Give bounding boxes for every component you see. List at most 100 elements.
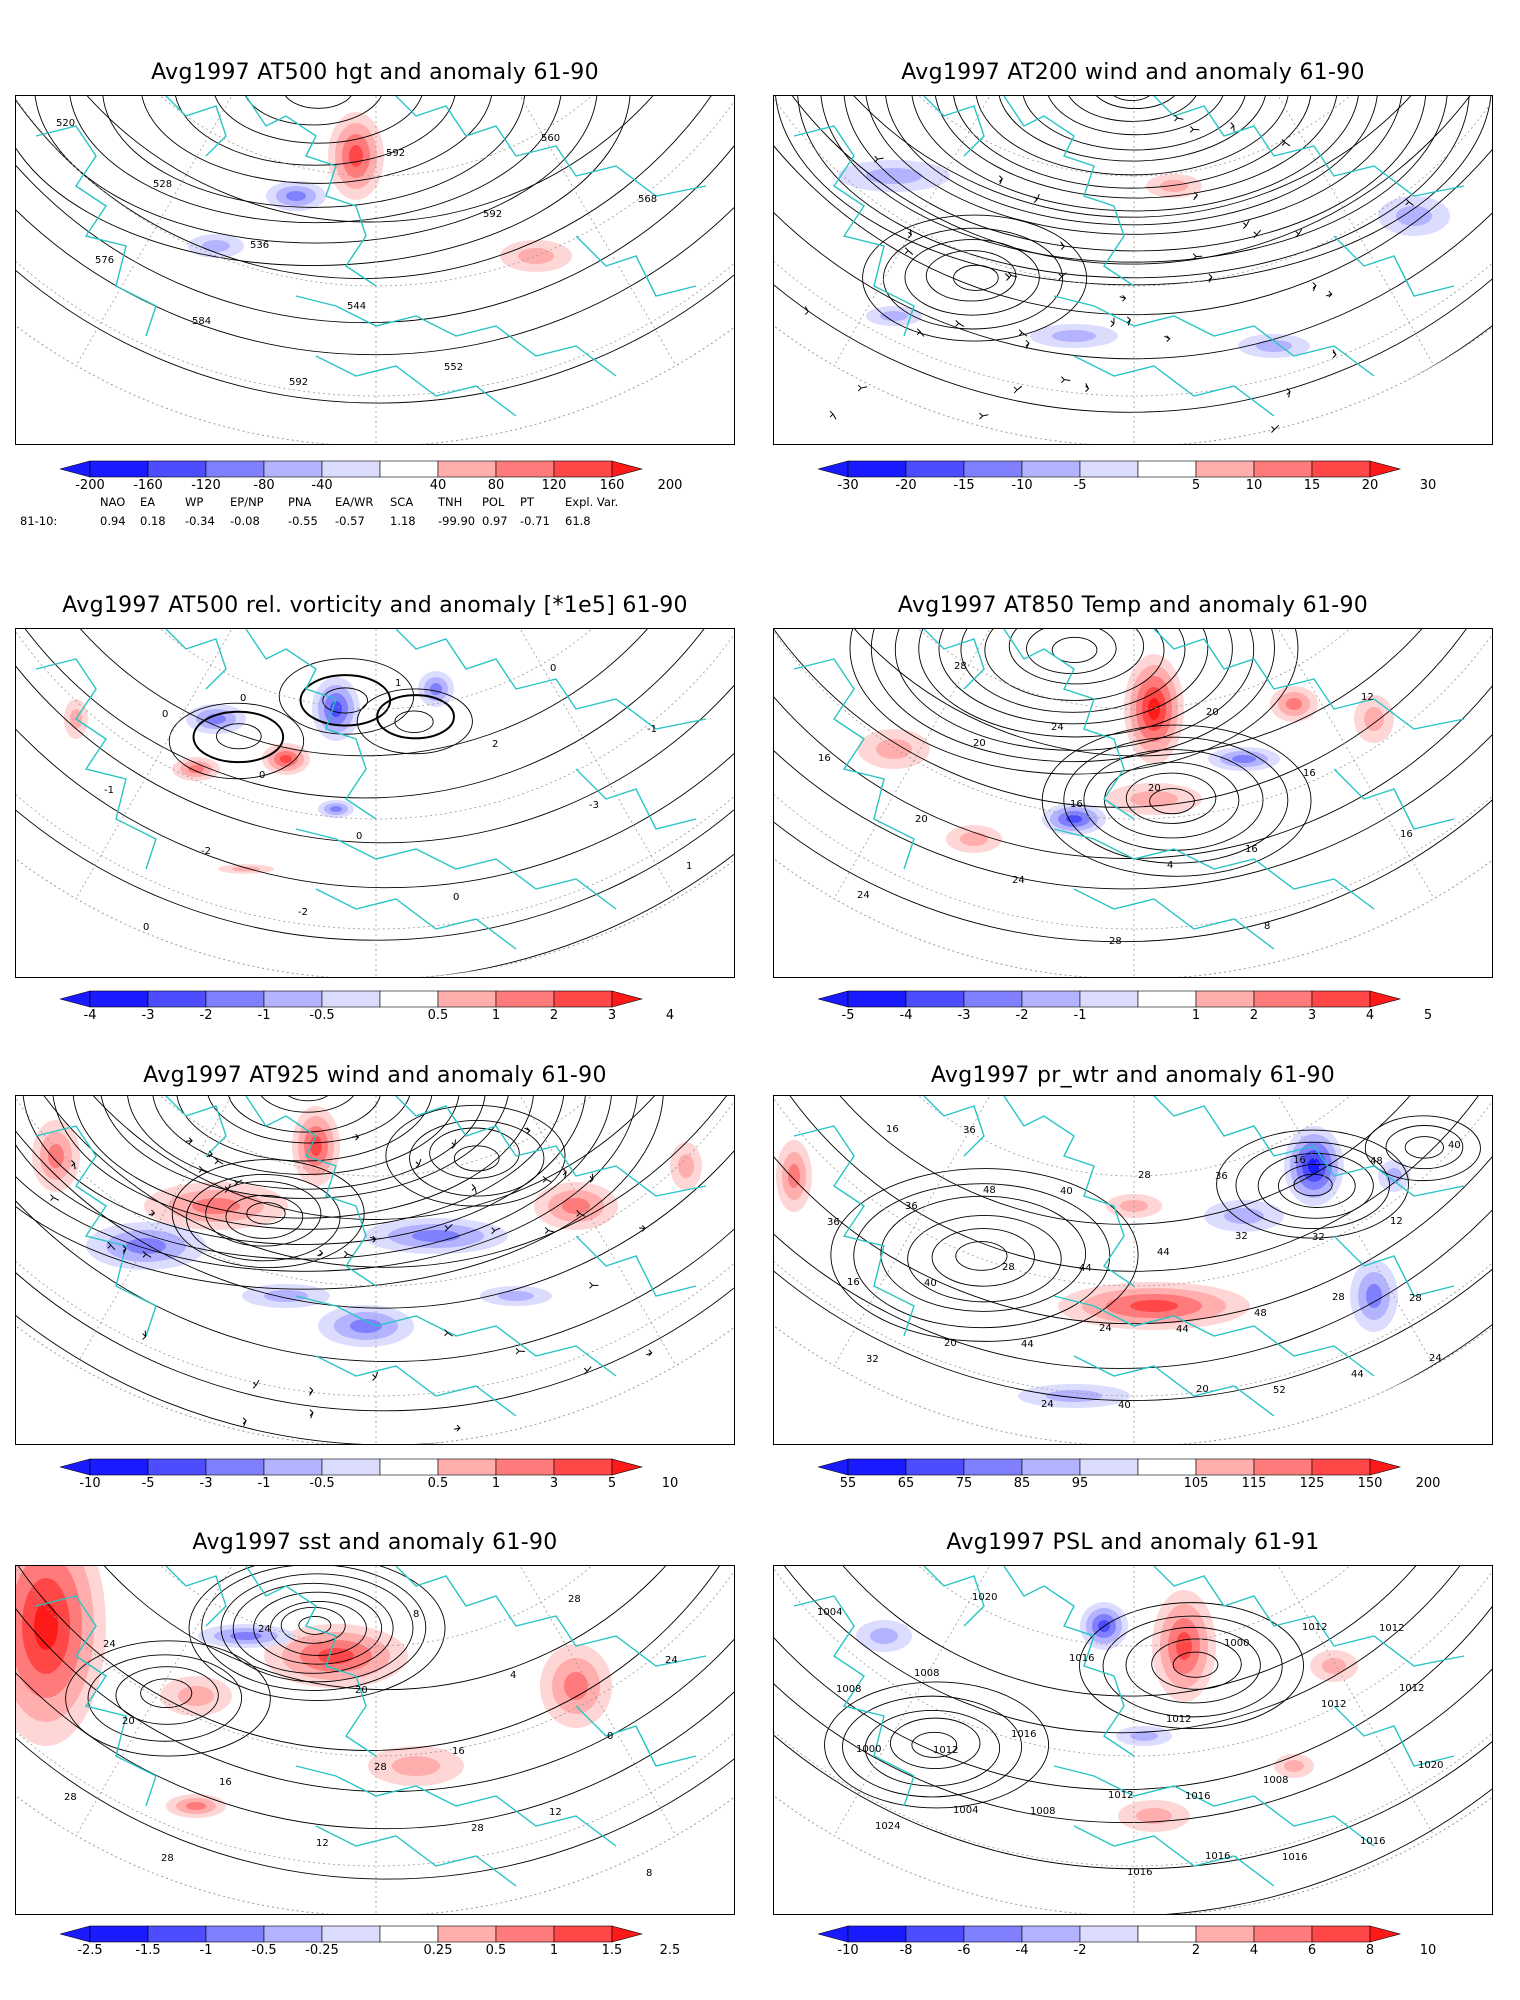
coastline bbox=[35, 96, 707, 417]
contour-line bbox=[212, 96, 425, 144]
contour-line bbox=[774, 629, 1492, 890]
colorbar-swatch bbox=[847, 1458, 907, 1476]
anomaly-shade bbox=[286, 191, 306, 201]
teleconnection-header: PNA bbox=[288, 495, 312, 509]
contour-line bbox=[173, 96, 457, 166]
contour-label: 40 bbox=[1060, 1186, 1073, 1197]
p2-colorbar: -30 -20 -15 -10 -5 5 10 15 20 30 bbox=[816, 460, 1458, 500]
wind-arrow bbox=[1281, 139, 1291, 147]
contour-line bbox=[16, 1096, 734, 1309]
contour-line bbox=[904, 239, 1040, 316]
contour-line bbox=[16, 1566, 734, 1914]
contour-label: 24 bbox=[1012, 875, 1025, 886]
teleconnection-row-label: 81-10: bbox=[20, 514, 58, 528]
colorbar-swatch bbox=[1079, 990, 1139, 1008]
anomaly-shade bbox=[202, 240, 230, 252]
colorbar-tick-label: -160 bbox=[133, 478, 163, 493]
contour-label: 1004 bbox=[953, 1805, 978, 1816]
colorbar-tick-label: 10 bbox=[1419, 1943, 1437, 1958]
contour-label: 16 bbox=[1400, 829, 1413, 840]
wind-arrow bbox=[317, 1249, 324, 1257]
wind-arrow bbox=[524, 1127, 531, 1135]
wind-arrow bbox=[1193, 191, 1199, 201]
colorbar-svg bbox=[816, 990, 1402, 1008]
anomaly-shade bbox=[34, 1602, 58, 1650]
meridian-line bbox=[833, 629, 991, 899]
p8-colorbar: -10 -8 -6 -4 -2 2 4 6 8 10 bbox=[816, 1925, 1458, 1965]
p8-title: Avg1997 PSL and anomaly 61-91 bbox=[946, 1530, 1320, 1555]
contour-label: 1020 bbox=[1418, 1760, 1443, 1771]
p8-map: 1016 1016 1012 1008 1012 1008 1016 1000 1012 1020… bbox=[773, 1565, 1493, 1915]
colorbar-tick-label: 75 bbox=[955, 1476, 973, 1491]
contour-label: 24 bbox=[258, 1624, 271, 1635]
contour-line bbox=[774, 629, 1492, 943]
colorbar-tick-label: -1.5 bbox=[135, 1943, 161, 1958]
teleconnection-value: -99.90 bbox=[438, 514, 476, 528]
contour-line bbox=[1045, 96, 1226, 136]
contour-line bbox=[1108, 96, 1155, 102]
wind-arrow bbox=[1164, 335, 1171, 343]
meridian-line bbox=[1134, 629, 1493, 679]
anomaly-shade bbox=[1136, 1808, 1172, 1824]
contour-label: 20 bbox=[973, 738, 986, 749]
contour-line bbox=[394, 710, 434, 733]
colorbar-tick-label: 105 bbox=[1183, 1476, 1209, 1491]
colorbar-tick-label: -3 bbox=[141, 1008, 155, 1023]
p4-map-svg: 20 16 4 8 12 16 20 24 28 20 16 16 24 28 24 20 16 bbox=[774, 629, 1493, 977]
colorbar-swatch bbox=[495, 1458, 555, 1476]
colorbar-tick-label: 4 bbox=[1365, 1008, 1375, 1023]
contour-line bbox=[938, 629, 1209, 725]
anomaly-shade bbox=[349, 145, 363, 167]
contour-label: 16 bbox=[1245, 844, 1258, 855]
contour-line bbox=[843, 96, 1427, 252]
anomaly-shade bbox=[1052, 330, 1096, 342]
anomaly-shade bbox=[1308, 1158, 1320, 1174]
anomaly-shade bbox=[518, 248, 554, 264]
wind-arrow bbox=[1312, 282, 1317, 292]
colorbar-tick-label: -5 bbox=[841, 1008, 855, 1023]
contour-label: 1020 bbox=[972, 1592, 997, 1603]
colorbar-tick-label: 10 bbox=[1245, 478, 1263, 493]
contour-label: 4 bbox=[510, 1670, 516, 1681]
meridian-line bbox=[1277, 1566, 1435, 1836]
contour-label: 44 bbox=[1021, 1339, 1034, 1350]
coastline bbox=[793, 1096, 1465, 1417]
wind-arrow bbox=[451, 1139, 456, 1149]
anomaly-shade bbox=[1286, 698, 1302, 710]
wind-arrow bbox=[491, 1227, 501, 1234]
p2-map-svg bbox=[774, 96, 1492, 444]
contour-line bbox=[774, 629, 1492, 859]
contour-label: 1024 bbox=[875, 1821, 900, 1832]
contour-line bbox=[1235, 1141, 1391, 1230]
colorbar-swatch bbox=[379, 990, 439, 1008]
wind-arrow bbox=[198, 1166, 208, 1173]
contour-label: 0 bbox=[453, 892, 459, 903]
wind-arrow bbox=[50, 1194, 60, 1201]
contour-label: 536 bbox=[250, 240, 269, 251]
colorbar-swatch bbox=[963, 1458, 1023, 1476]
contour-line bbox=[1151, 1638, 1242, 1690]
colorbar-swatch bbox=[1021, 460, 1081, 478]
contour-line bbox=[830, 1168, 1139, 1342]
wind-arrow bbox=[148, 1209, 156, 1217]
contour-line bbox=[1041, 724, 1312, 877]
colorbar-tick-label: 2 bbox=[1249, 1008, 1259, 1023]
anomaly-shade bbox=[188, 765, 204, 773]
anomaly-shade bbox=[48, 1144, 64, 1168]
meridian-line bbox=[376, 1566, 735, 1616]
wind-arrow bbox=[1007, 272, 1018, 279]
contour-line bbox=[87, 1654, 243, 1742]
p1-map-svg: 520 528 536 544 552 560 568 576 584 592 592 592 bbox=[16, 96, 734, 444]
contour-label: 24 bbox=[857, 890, 870, 901]
colorbar-swatch bbox=[495, 990, 555, 1008]
contour-label: 24 bbox=[1099, 1323, 1112, 1334]
contour-line bbox=[1364, 1115, 1481, 1182]
colorbar-swatch bbox=[905, 1925, 965, 1943]
contour-line bbox=[774, 1096, 1492, 1325]
contour-line bbox=[16, 1096, 734, 1412]
wind-arrow bbox=[242, 1417, 247, 1427]
colorbar-tick-label: -1 bbox=[257, 1476, 271, 1491]
contour-line bbox=[997, 96, 1268, 162]
wind-arrow bbox=[1295, 228, 1303, 238]
teleconnection-header: PT bbox=[520, 495, 534, 509]
